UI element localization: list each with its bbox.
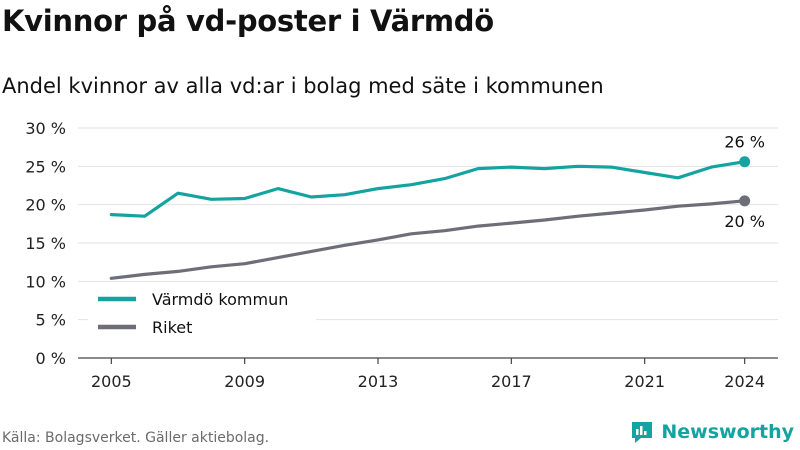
line-chart: 0 % 5 % 10 % 15 % 20 % 25 % 30 % 2005 2009 2013 20… bbox=[25, 119, 778, 391]
brand-name: Newsworthy bbox=[661, 421, 794, 443]
source-note: Källa: Bolagsverket. Gäller aktiebolag. bbox=[2, 430, 270, 446]
y-tick-label: 20 % bbox=[25, 196, 66, 215]
legend-label: Värmdö kommun bbox=[152, 290, 288, 309]
y-tick-label: 0 % bbox=[36, 349, 66, 368]
series-end-point bbox=[739, 156, 751, 168]
chart-subtitle: Andel kvinnor av alla vd:ar i bolag med … bbox=[2, 74, 604, 98]
series-end-label: 20 % bbox=[724, 212, 765, 231]
y-tick-label: 5 % bbox=[36, 311, 66, 330]
x-tick-label: 2024 bbox=[724, 372, 765, 391]
x-tick-label: 2005 bbox=[91, 372, 132, 391]
x-tick-label: 2021 bbox=[624, 372, 665, 391]
brand-logo[interactable]: Newsworthy bbox=[629, 419, 794, 445]
series-line-riket bbox=[109, 199, 747, 280]
newsworthy-logo-icon bbox=[632, 422, 653, 443]
chart-title: Kvinnor på vd-poster i Värmdö bbox=[2, 4, 494, 38]
series-end-label: 26 % bbox=[724, 133, 765, 152]
y-tick-label: 30 % bbox=[25, 119, 66, 138]
x-tick-label: 2009 bbox=[224, 372, 265, 391]
legend-label: Riket bbox=[152, 318, 192, 337]
series-end-point bbox=[739, 195, 751, 207]
y-tick-label: 10 % bbox=[25, 272, 66, 291]
y-tick-label: 15 % bbox=[25, 234, 66, 253]
x-tick-label: 2017 bbox=[491, 372, 532, 391]
legend-background bbox=[88, 286, 316, 342]
x-tick-label: 2013 bbox=[358, 372, 399, 391]
series-line-varmdo bbox=[109, 160, 747, 218]
y-tick-label: 25 % bbox=[25, 157, 66, 176]
